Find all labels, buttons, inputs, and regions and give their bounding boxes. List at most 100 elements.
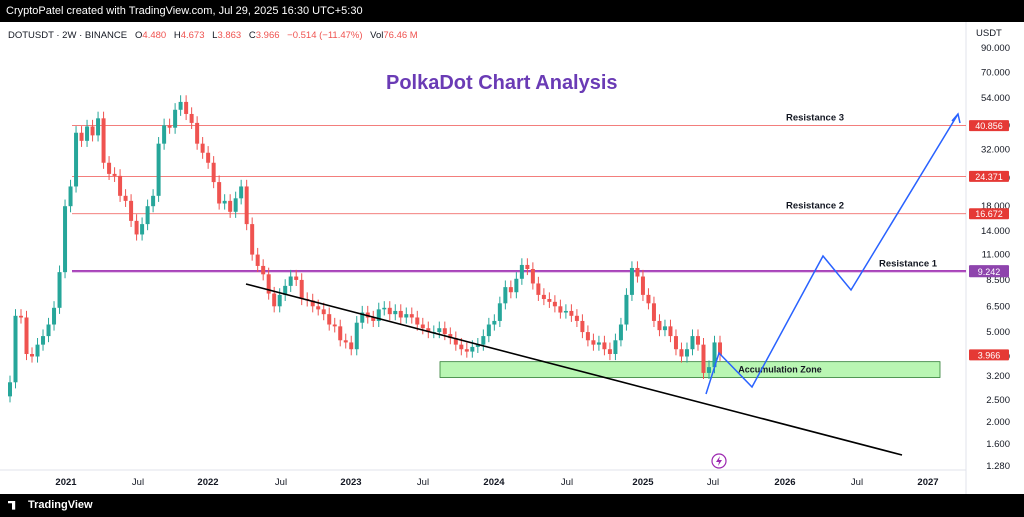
resistance-label: Resistance 1 (879, 259, 938, 270)
y-tick-label: 2.000 (986, 417, 1010, 428)
candle (706, 367, 711, 373)
candle (404, 314, 409, 318)
candle (585, 332, 590, 341)
x-tick-label: 2022 (197, 477, 218, 488)
accumulation-zone-label: Accumulation Zone (738, 365, 822, 375)
watermark-caption: CryptoPatel created with TradingView.com… (6, 5, 363, 17)
price-tag (969, 170, 1009, 182)
candle (123, 195, 128, 201)
price-tag (969, 266, 1009, 278)
x-tick-label: Jul (417, 477, 429, 488)
candle (35, 344, 40, 357)
candle (129, 200, 134, 221)
candle (552, 301, 557, 307)
tradingview-logo: TradingView (8, 499, 93, 511)
price-tag-label: 40.856 (975, 121, 1003, 131)
candle (646, 294, 651, 304)
x-tick-label: 2026 (774, 477, 795, 488)
candle (657, 320, 662, 331)
tradingview-logo-icon (8, 500, 16, 510)
footer-bar: TradingView (0, 494, 1024, 517)
footer-brand: TradingView (28, 499, 93, 511)
legend-change: −0.514 (−11.47%) (287, 30, 363, 41)
candle (57, 272, 62, 308)
price-tag (969, 208, 1009, 220)
x-tick-label: Jul (275, 477, 287, 488)
candle (541, 294, 546, 300)
candle (90, 126, 95, 136)
candle (338, 326, 343, 341)
candle (651, 303, 656, 321)
candle (156, 143, 161, 196)
candle (134, 220, 139, 235)
candle (492, 320, 497, 325)
y-tick-label: 6.500 (986, 301, 1010, 312)
candle (332, 324, 337, 327)
current-price-label: 3.966 (978, 350, 1001, 360)
candle (299, 279, 304, 300)
candle (167, 125, 172, 128)
candle (118, 175, 123, 196)
candle (420, 324, 425, 329)
candle (459, 344, 464, 350)
y-tick-label: 1.600 (986, 439, 1010, 450)
price-tag-label: 24.371 (975, 172, 1003, 182)
candle (437, 328, 442, 333)
candle (514, 278, 519, 293)
candle (222, 200, 227, 204)
candle (503, 287, 508, 304)
candle (151, 195, 156, 207)
candle (145, 206, 150, 225)
candle (250, 224, 255, 255)
candlestick-chart[interactable]: 90.00070.00054.00041.00032.00024.00018.0… (0, 22, 1024, 494)
candle (382, 307, 387, 310)
candle (695, 336, 700, 345)
candle (24, 317, 29, 355)
y-tick-label: 11.000 (982, 250, 1010, 261)
candle (712, 342, 717, 368)
candle (690, 336, 695, 350)
candle (184, 101, 189, 114)
candle (486, 324, 491, 337)
candle (475, 344, 480, 347)
candle (525, 264, 530, 269)
candle (569, 310, 574, 316)
candle (244, 186, 249, 225)
legend-symbol[interactable]: DOTUSDT · 2W · BINANCE (8, 30, 128, 41)
candle (46, 324, 51, 337)
candle (321, 309, 326, 315)
projection-arrowhead (951, 112, 961, 124)
candle (272, 293, 277, 307)
candle (173, 109, 178, 128)
candle (563, 310, 568, 313)
y-tick-label: 32.000 (981, 145, 1010, 156)
price-tag (969, 120, 1009, 132)
y-tick-label: 90.000 (981, 43, 1010, 54)
price-tag-label: 16.672 (975, 209, 1003, 219)
candle (376, 309, 381, 321)
y-tick-label: 70.000 (981, 68, 1010, 79)
candle (140, 224, 145, 235)
candle (228, 200, 233, 212)
candle (316, 306, 321, 310)
candle (635, 267, 640, 277)
candle (718, 342, 722, 355)
candle (261, 265, 266, 275)
x-tick-label: 2025 (632, 477, 654, 488)
chart-title: PolkaDot Chart Analysis (386, 72, 618, 94)
candle (464, 349, 469, 352)
legend-open: 4.480 (142, 30, 167, 41)
candle (189, 113, 194, 123)
candle (442, 328, 447, 335)
candle (684, 349, 689, 357)
candle (613, 340, 618, 355)
y-tick-label: 3.200 (986, 371, 1010, 382)
legend-close: 3.966 (255, 30, 280, 41)
candle (618, 324, 623, 341)
trendline (245, 283, 903, 456)
y-tick-label: 18.000 (981, 201, 1010, 212)
candle (371, 317, 376, 321)
candle (206, 152, 211, 163)
y-tick-label: 2.500 (986, 395, 1010, 406)
candle (211, 162, 216, 183)
